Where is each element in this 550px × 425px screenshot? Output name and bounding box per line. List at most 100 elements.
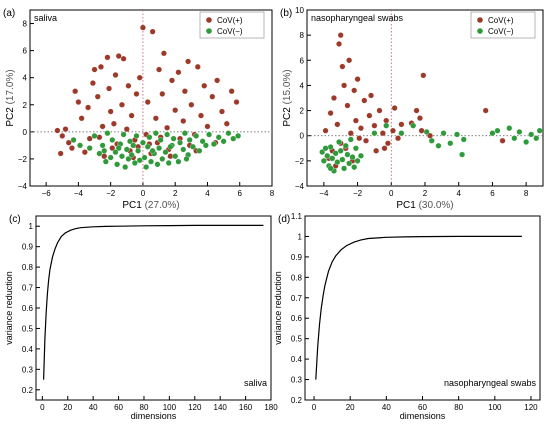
data-point	[210, 141, 217, 147]
data-point	[390, 127, 396, 134]
data-point	[136, 157, 143, 164]
data-point	[159, 155, 166, 162]
data-point	[165, 160, 172, 166]
data-point	[114, 161, 121, 168]
data-point	[336, 40, 342, 47]
data-point	[327, 110, 334, 117]
data-point	[202, 142, 209, 149]
data-point	[107, 108, 114, 115]
data-point	[209, 93, 216, 100]
data-point	[193, 132, 200, 139]
data-point	[91, 132, 98, 139]
data-point	[460, 136, 467, 143]
data-point	[339, 156, 346, 163]
x-tick-label: 4	[205, 189, 210, 198]
x-tick-label: 20	[346, 403, 355, 412]
data-point	[351, 164, 358, 171]
x-tick-label: 100	[488, 403, 502, 412]
data-point	[164, 131, 171, 138]
data-point	[341, 82, 348, 89]
data-point	[373, 147, 380, 154]
chart-title: saliva	[34, 13, 57, 23]
data-point	[181, 88, 188, 95]
x-tick-label: 120	[188, 403, 202, 412]
y-tick-label: 0.8	[22, 263, 34, 272]
data-point	[339, 63, 346, 70]
data-point	[101, 153, 108, 160]
data-point	[143, 164, 150, 170]
data-point	[494, 127, 501, 134]
data-point	[201, 82, 208, 89]
data-point	[169, 77, 175, 84]
y-tick-label: 0	[300, 132, 305, 141]
data-point	[104, 130, 111, 137]
data-point	[135, 147, 142, 154]
legend-box	[470, 11, 536, 39]
data-point	[349, 154, 356, 161]
y-tick-label: 0.7	[291, 294, 303, 303]
data-point	[156, 145, 163, 152]
data-point	[154, 161, 161, 168]
y-tick-label: 0.2	[291, 396, 303, 405]
data-point	[196, 147, 203, 154]
x-tick-label: 100	[163, 403, 177, 412]
y-tick-label: 0.9	[22, 243, 34, 252]
data-point	[144, 143, 151, 150]
data-point	[347, 136, 354, 143]
data-point	[327, 165, 334, 172]
data-point	[334, 121, 341, 128]
data-point	[363, 137, 369, 144]
data-point	[379, 130, 386, 137]
data-point	[148, 158, 154, 165]
data-point	[157, 137, 164, 143]
data-point	[125, 82, 132, 89]
y-tick-label: 6	[300, 56, 305, 65]
x-tick-label: 160	[239, 403, 253, 412]
y-tick-label: 0.6	[291, 314, 303, 323]
data-point	[351, 87, 358, 94]
data-point	[206, 131, 213, 138]
panel-c: 0 20 40 60 80 100 120 140 160 180 0.2 0.3 0.4 0.5 0.6 0…	[4, 214, 278, 421]
data-point	[188, 101, 195, 108]
data-point	[225, 130, 232, 137]
data-point	[357, 125, 364, 132]
data-point	[102, 158, 109, 165]
data-point	[99, 142, 106, 149]
legend-marker	[477, 17, 483, 23]
data-point	[141, 154, 148, 161]
x-axis-label: dimensions	[400, 411, 446, 421]
data-point	[440, 130, 447, 137]
data-point	[499, 137, 506, 144]
data-point	[204, 123, 211, 130]
y-tick-label: 0.3	[22, 365, 34, 374]
x-tick-label: −2	[353, 189, 363, 198]
data-point	[356, 135, 363, 142]
y-tick-label: −4	[18, 182, 28, 191]
x-tick-label: 0	[389, 189, 394, 198]
data-point	[181, 130, 188, 137]
data-point	[119, 153, 125, 160]
y-tick-label: 4	[300, 81, 305, 90]
data-point	[131, 160, 138, 166]
legend-marker	[206, 28, 212, 34]
data-point	[395, 135, 401, 142]
data-point	[62, 126, 69, 133]
y-axis-label-name: PC2	[282, 107, 293, 127]
y-tick-label: 0.3	[291, 376, 303, 385]
y-tick-label: 0.4	[22, 345, 34, 354]
data-point	[416, 115, 423, 122]
data-point	[215, 134, 222, 141]
y-axis-label: variance reduction	[273, 271, 283, 345]
data-point	[344, 102, 351, 109]
data-point	[336, 139, 342, 145]
x-tick-label: 0	[40, 403, 45, 412]
x-tick-label: 4	[456, 189, 461, 198]
data-point	[98, 63, 104, 70]
y-tick-label: 0.8	[291, 273, 303, 282]
x-tick-label: 60	[418, 403, 427, 412]
data-point	[327, 144, 334, 150]
y-axis-label: PC2 (15.0%)	[282, 69, 293, 126]
data-point	[120, 131, 127, 138]
legend-label: CoV(−)	[488, 27, 514, 36]
data-point	[112, 149, 119, 156]
